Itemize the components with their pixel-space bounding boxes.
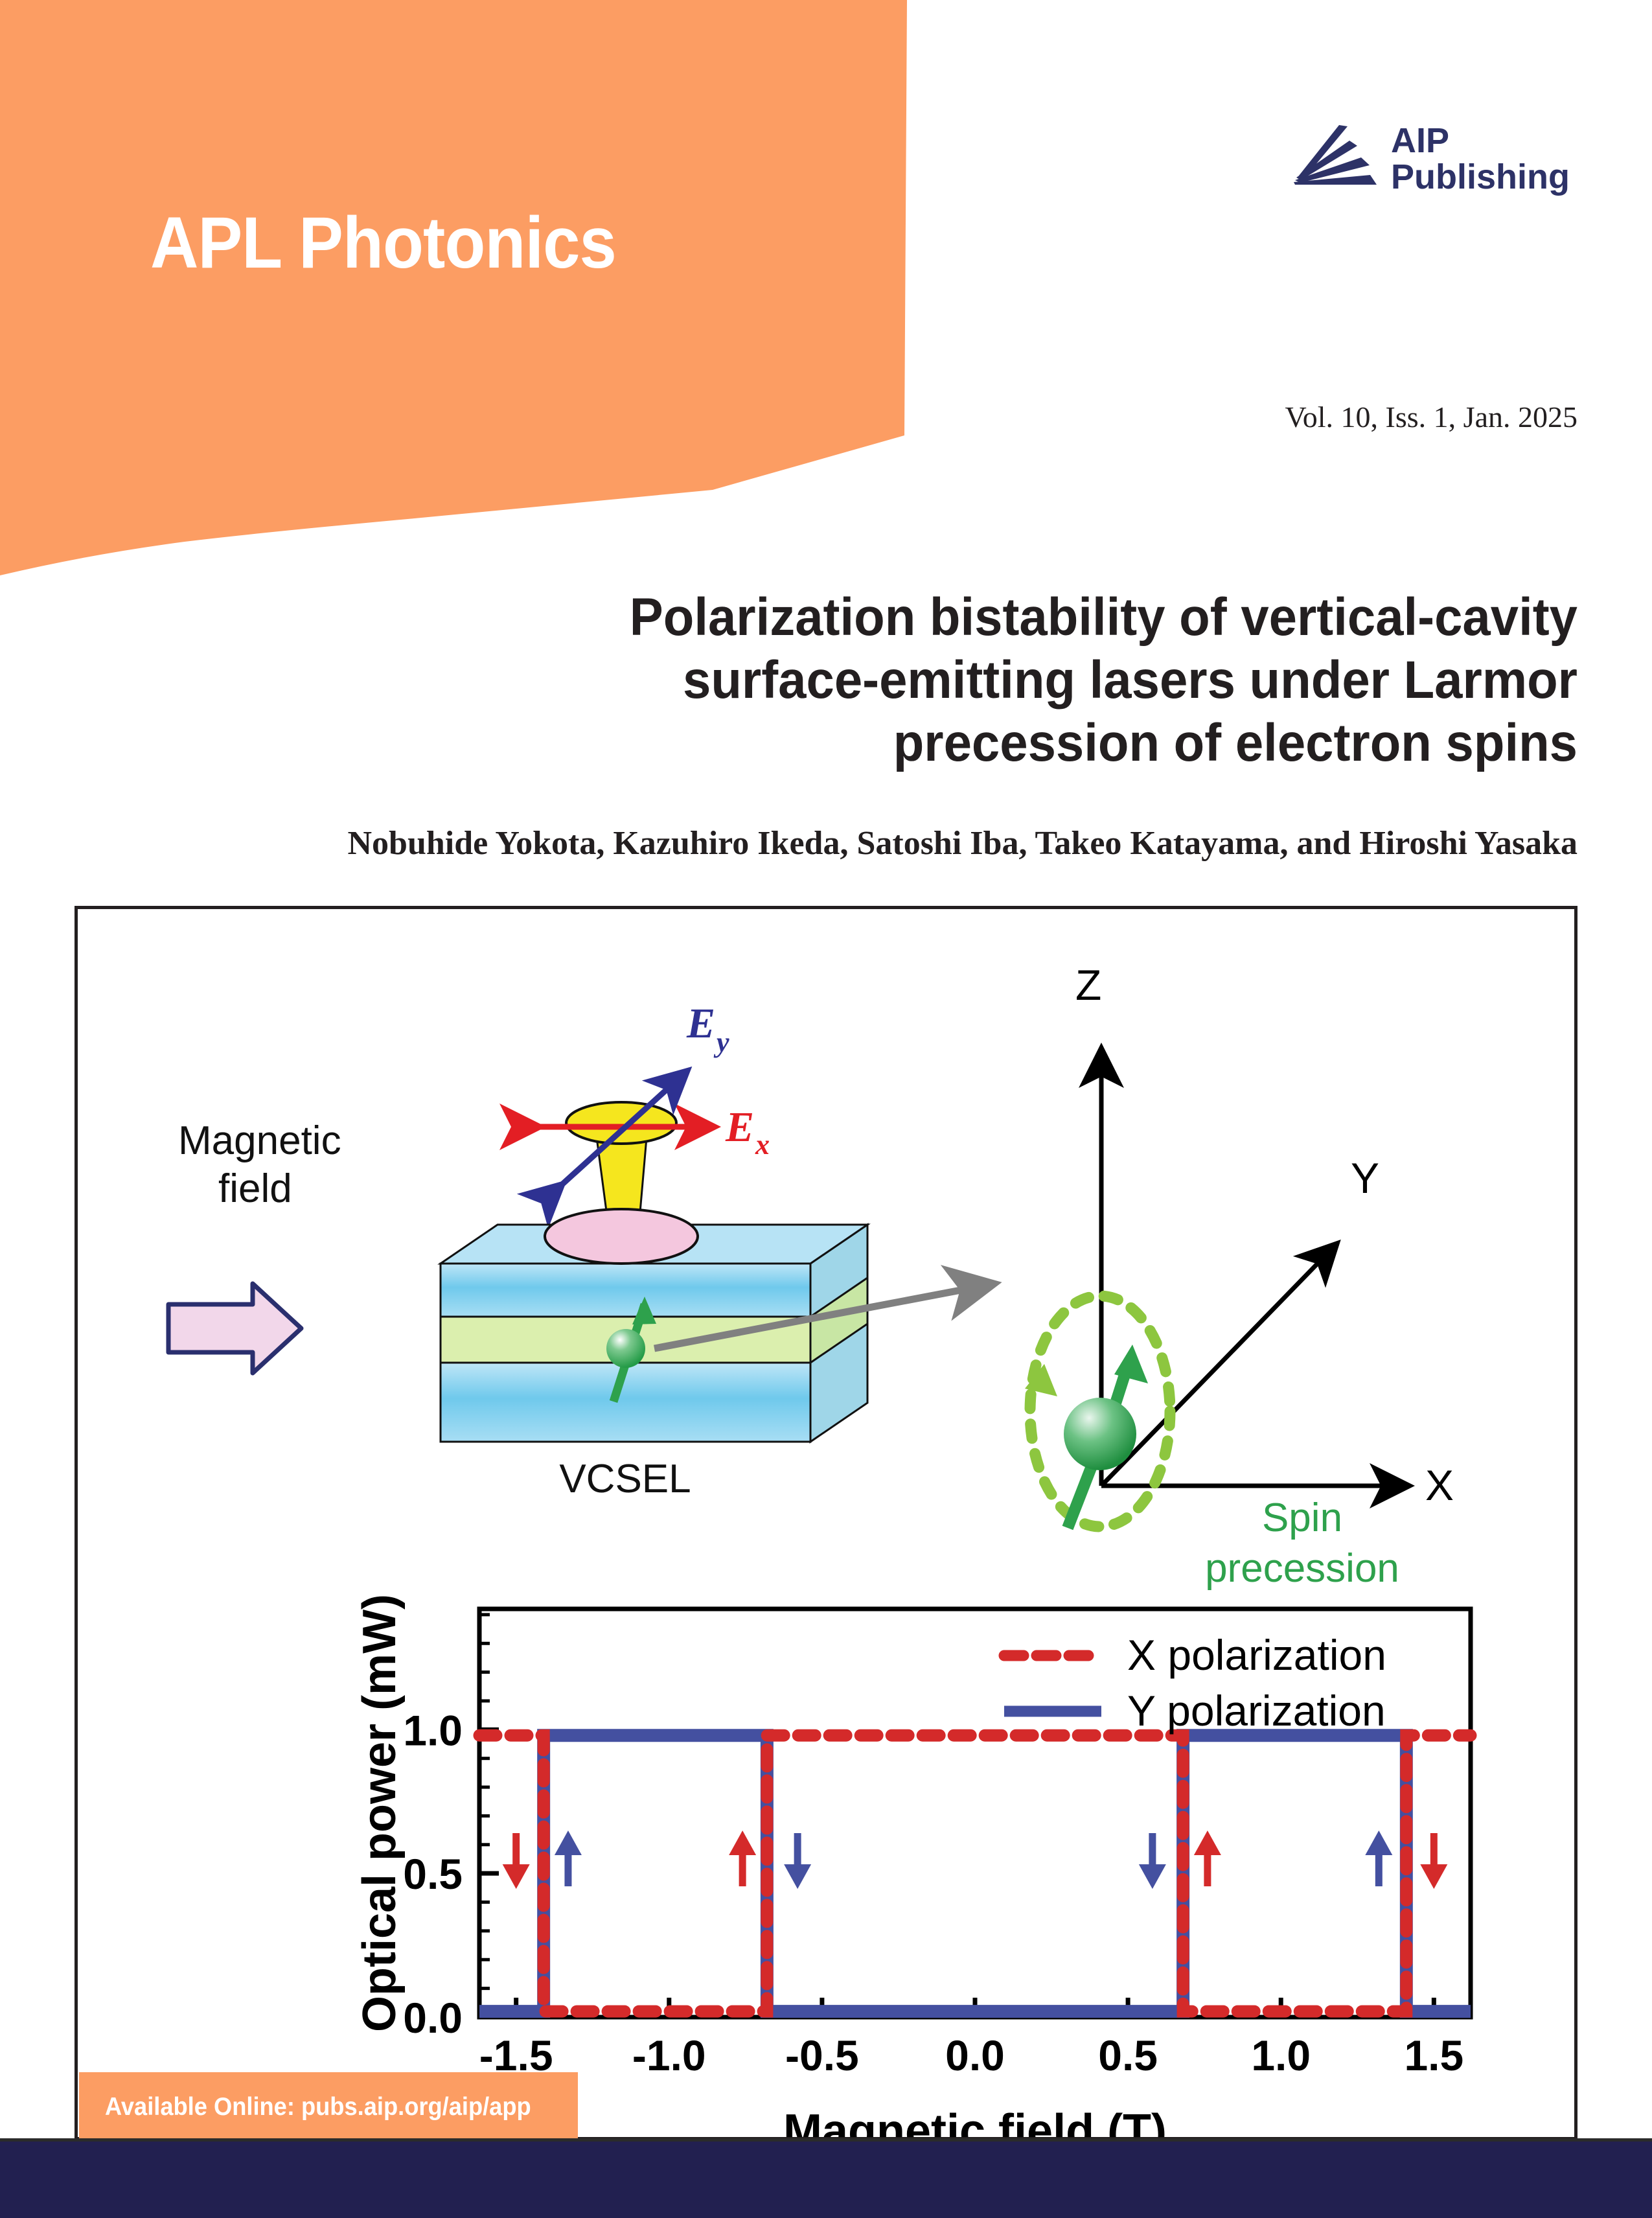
magnetic-field-arrow xyxy=(166,1281,304,1376)
aip-logo-text-line2: Publishing xyxy=(1391,157,1570,196)
article-title-line-2: surface-emitting lasers under Larmor xyxy=(683,650,1577,710)
x-tick-label: -1.0 xyxy=(632,2031,706,2079)
vcsel-device xyxy=(437,1208,871,1444)
ex-label-subscript: x xyxy=(755,1129,770,1161)
annotation-arrow-head xyxy=(502,1864,530,1889)
device-spin-arrow xyxy=(606,1297,656,1403)
issue-volume-line: Vol. 10, Iss. 1, Jan. 2025 xyxy=(1285,400,1577,433)
series-y-polarization xyxy=(479,1729,1471,2018)
vcsel-label: VCSEL xyxy=(559,1457,691,1501)
x-tick-label: 1.5 xyxy=(1404,2031,1463,2079)
x-tick-label: -1.5 xyxy=(479,2031,553,2079)
x-tick-label: 0.5 xyxy=(1098,2031,1158,2079)
electron-sphere xyxy=(1064,1398,1136,1470)
legend-label: Y polarization xyxy=(1127,1687,1386,1735)
legend-label: X polarization xyxy=(1127,1631,1386,1679)
footer-bar xyxy=(0,2142,1652,2218)
spin-precession-diagram: Z X Y Spin precession xyxy=(1024,961,1454,1591)
ey-label-subscript: y xyxy=(713,1026,729,1058)
vcsel-aperture xyxy=(544,1208,699,1265)
ey-label: E xyxy=(686,1000,715,1047)
y-tick-label: 0.5 xyxy=(403,1850,463,1898)
magnetic-field-label-line2: field xyxy=(218,1166,292,1211)
header-orange-shape xyxy=(0,0,946,596)
spin-precession-label-line2: precession xyxy=(1205,1546,1399,1591)
annotation-arrow-head xyxy=(784,1864,812,1889)
hysteresis-plot: -1.5 -1.0 -0.5 0.0 0.5 1.0 1.5 0.0 0.5 1.0 X polar… xyxy=(354,1594,1477,2137)
axis-z-label: Z xyxy=(1075,961,1101,1009)
axis-y-line xyxy=(1099,1239,1341,1488)
axis-x-label: X xyxy=(1425,1461,1454,1509)
ex-label: E xyxy=(725,1103,754,1151)
x-axis-title: Magnetic field (T) xyxy=(783,2105,1167,2137)
axis-y-label: Y xyxy=(1351,1154,1379,1202)
journal-title: APL Photonics xyxy=(150,202,617,283)
article-title-line-1: Polarization bistability of vertical-cav… xyxy=(629,588,1577,647)
aip-publishing-logo: AIP Publishing xyxy=(1279,120,1584,198)
available-online-text: Available Online: pubs.aip.org/aip/app xyxy=(105,2093,531,2121)
ey-polarization-arrow xyxy=(516,1066,693,1229)
x-tick-label: 1.0 xyxy=(1251,2031,1311,2079)
series-x-polarization xyxy=(473,1729,1477,2018)
cover-figure: E x E y VCSEL xyxy=(166,961,1477,2137)
x-tick-label: 0.0 xyxy=(945,2031,1005,2079)
article-title: Polarization bistability of vertical-cav… xyxy=(408,586,1577,774)
annotation-arrow-head xyxy=(1138,1864,1166,1889)
x-tick-label: -0.5 xyxy=(785,2031,859,2079)
aip-logo-text-line1: AIP xyxy=(1391,121,1449,160)
pointer-arrow xyxy=(653,1265,1002,1352)
annotation-arrow-head xyxy=(1193,1831,1221,1856)
spin-vector xyxy=(1062,1345,1148,1531)
vcsel-schematic: E x E y VCSEL xyxy=(166,1000,1002,1501)
annotation-arrow-head xyxy=(554,1831,582,1856)
available-online-banner[interactable]: Available Online: pubs.aip.org/aip/app xyxy=(79,2072,578,2142)
article-authors: Nobuhide Yokota, Kazuhiro Ikeda, Satoshi… xyxy=(347,825,1577,862)
y-axis-title: Optical power (mW) xyxy=(354,1594,406,2032)
magnetic-field-label-line1: Magnetic xyxy=(178,1118,341,1163)
footer-rule xyxy=(0,2138,1652,2142)
annotation-arrow-head xyxy=(1365,1831,1393,1856)
spin-precession-label-line1: Spin xyxy=(1262,1496,1342,1540)
precession-orbit xyxy=(1024,1290,1176,1532)
y-tick-label: 0.0 xyxy=(403,1994,463,2042)
aip-fan-icon xyxy=(1294,125,1377,185)
article-title-line-3: precession of electron spins xyxy=(893,713,1577,772)
annotation-arrow-head xyxy=(1420,1864,1448,1889)
precession-direction-arrow xyxy=(1025,1364,1057,1396)
annotation-arrow-head xyxy=(729,1831,757,1856)
y-tick-label: 1.0 xyxy=(403,1706,463,1754)
cover-figure-frame: E x E y VCSEL xyxy=(75,906,1577,2140)
